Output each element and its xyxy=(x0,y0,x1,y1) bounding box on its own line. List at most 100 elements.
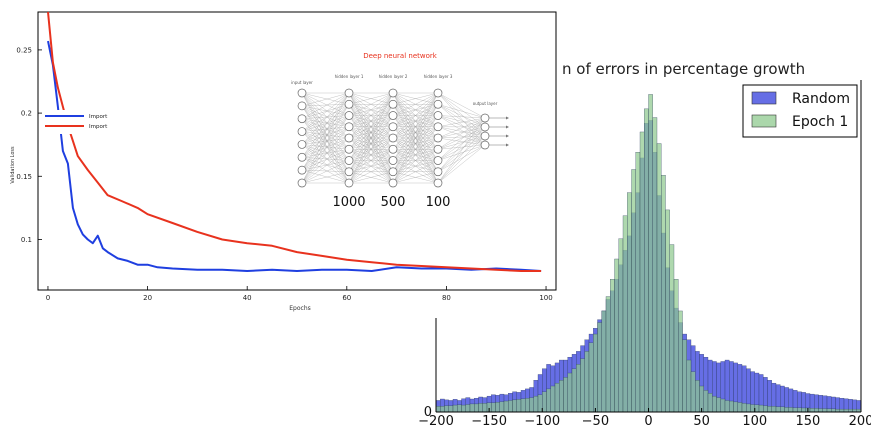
nn-neuron xyxy=(297,101,307,111)
nn-edge xyxy=(348,92,394,139)
histogram-bar-epoch xyxy=(597,322,602,413)
histogram-bar-epoch xyxy=(622,215,628,413)
nn-neuron xyxy=(344,156,354,165)
nn-edge xyxy=(392,92,439,184)
histogram-bar-epoch xyxy=(457,404,462,413)
nn-edge xyxy=(437,126,486,150)
nn-edge xyxy=(437,126,486,184)
histogram-bar-epoch xyxy=(631,169,636,413)
nn-edge xyxy=(348,92,394,127)
nn-edge xyxy=(301,126,350,158)
nn-neuron xyxy=(433,144,443,154)
histogram-chart: n of errors in percentage growth −200 −15… xyxy=(407,60,871,427)
nn-edge xyxy=(301,104,350,107)
histogram-bar-epoch xyxy=(537,394,543,413)
loss-x-axis-label: Epochs xyxy=(289,305,311,312)
histogram-bar-epoch xyxy=(661,175,666,413)
loss-y-tick-label: 0.15 xyxy=(16,173,32,181)
histogram-bar-epoch xyxy=(788,407,794,413)
histogram-bar-epoch xyxy=(465,404,471,413)
nn-edge xyxy=(392,137,439,184)
nn-edge xyxy=(392,149,439,184)
nn-neuron xyxy=(480,113,490,123)
nn-edge xyxy=(437,117,486,127)
histogram-bar-epoch xyxy=(729,400,734,413)
histogram-bar-epoch xyxy=(771,406,777,413)
loss-x-tick-label: 0 xyxy=(46,294,50,302)
histogram-bar-epoch xyxy=(716,397,721,413)
loss-legend-box xyxy=(42,110,116,134)
nn-edge xyxy=(437,92,486,119)
nn-neuron xyxy=(388,167,398,177)
nn-edge xyxy=(301,92,350,158)
histogram-bar-epoch xyxy=(741,403,747,413)
histogram-bar-epoch xyxy=(495,402,500,413)
nn-edge xyxy=(301,137,350,145)
loss-x-tick-label: 100 xyxy=(539,294,552,302)
nn-edge xyxy=(301,137,350,171)
histogram-bar-epoch xyxy=(559,380,564,413)
nn-edge xyxy=(301,131,350,161)
nn-neuron xyxy=(433,133,443,143)
nn-edge xyxy=(437,117,486,161)
nn-neuron xyxy=(344,178,354,188)
nn-edge xyxy=(392,92,439,172)
histogram-bar-epoch xyxy=(563,377,568,413)
histogram-bar-epoch xyxy=(656,143,662,413)
histogram-bar-epoch xyxy=(618,238,624,413)
nn-edge xyxy=(301,92,350,105)
nn-edge xyxy=(301,105,350,150)
nn-edge xyxy=(301,118,350,139)
nn-edge xyxy=(392,92,439,161)
nn-edge xyxy=(392,171,439,184)
nn-edge xyxy=(301,92,350,132)
nn-edge xyxy=(301,118,350,172)
nn-edge xyxy=(437,117,486,172)
nn-edge xyxy=(301,144,350,172)
histogram-x-tick-label: −100 xyxy=(524,414,560,427)
histogram-bar-epoch xyxy=(758,404,764,413)
nn-edge xyxy=(437,135,486,172)
histogram-bar-epoch xyxy=(474,403,479,413)
nn-neuron xyxy=(388,156,398,165)
nn-edge xyxy=(301,115,350,158)
nn-edge xyxy=(348,149,394,184)
nn-neuron xyxy=(388,99,398,109)
histogram-bar-epoch xyxy=(550,385,556,413)
nn-edge xyxy=(301,126,350,132)
loss-chart: 0.1 0.15 0.2 0.25 0 20 40 60 80 100 Validation L… xyxy=(0,0,563,315)
nn-edge xyxy=(437,135,486,184)
nn-neuron xyxy=(344,122,354,132)
nn-edge xyxy=(392,115,439,184)
nn-edge xyxy=(301,126,350,145)
nn-edge xyxy=(392,104,439,184)
nn-edge xyxy=(348,92,394,161)
nn-edge xyxy=(301,115,350,171)
histogram-bar-epoch xyxy=(678,310,683,413)
histogram-bar-epoch xyxy=(767,406,772,413)
legend-label-random: Random xyxy=(792,91,850,107)
nn-edge xyxy=(301,104,350,171)
nn-edge xyxy=(301,131,350,172)
histogram-x-tick-label: −150 xyxy=(471,414,507,427)
nn-neurons xyxy=(297,88,490,188)
nn-neuron xyxy=(297,88,307,98)
histogram-bar-epoch xyxy=(542,391,547,413)
nn-edge xyxy=(301,149,350,171)
loss-y-ticks: 0.1 0.15 0.2 0.25 xyxy=(16,46,42,244)
histogram-bar-epoch xyxy=(682,339,687,413)
histogram-bar-epoch xyxy=(571,368,577,413)
histogram-x-tick-label: 200 xyxy=(849,414,871,427)
nn-edge xyxy=(301,131,350,184)
nn-edge xyxy=(301,105,350,172)
loss-x-tick-label: 60 xyxy=(342,294,351,302)
histogram-bar-epoch xyxy=(818,408,823,413)
nn-edge xyxy=(301,92,350,119)
nn-edge xyxy=(437,126,486,172)
nn-edge xyxy=(301,92,350,116)
nn-edge xyxy=(437,144,486,172)
nn-edge xyxy=(437,135,486,150)
nn-neuron xyxy=(297,178,307,188)
nn-neuron xyxy=(297,114,307,124)
